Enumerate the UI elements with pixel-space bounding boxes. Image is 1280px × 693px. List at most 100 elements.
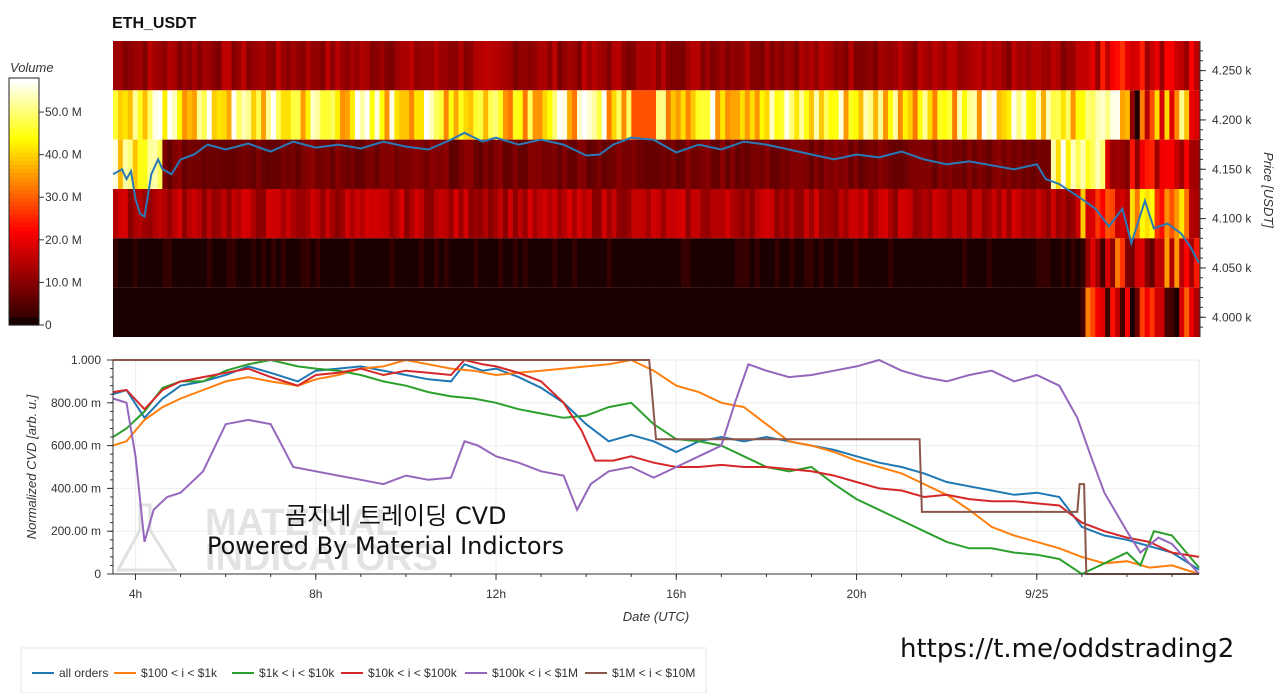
heatmap-cell (695, 139, 702, 189)
heatmap-cell (177, 139, 183, 189)
heatmap-cell (828, 139, 835, 189)
heatmap-cell (1050, 238, 1057, 288)
heatmap-cell (251, 90, 257, 140)
heatmap-cell (883, 238, 889, 288)
heatmap-cell (616, 189, 623, 239)
heatmap-cell (971, 189, 978, 239)
heatmap-cell (522, 41, 529, 91)
heatmap-cell (300, 41, 307, 91)
heatmap-cell (206, 139, 213, 189)
heatmap-cell (878, 189, 884, 239)
heatmap-cell (646, 238, 652, 288)
heatmap-cell (784, 238, 790, 288)
heatmap-cell (1060, 139, 1067, 189)
heatmap-cell (285, 238, 292, 288)
heatmap-cell (601, 238, 608, 288)
heatmap-cell (364, 238, 371, 288)
heatmap-cell (937, 41, 943, 91)
heatmap-cell (414, 238, 420, 288)
heatmap-cell (572, 90, 578, 140)
heatmap-cell (888, 189, 894, 239)
heatmap-cell (1139, 41, 1146, 91)
heatmap-cell (1120, 139, 1126, 189)
heatmap-cell (1026, 139, 1032, 189)
heatmap-cell (606, 90, 613, 140)
heatmap-cell (162, 139, 168, 189)
heatmap-cell (483, 41, 489, 91)
heatmap-cell (611, 238, 618, 288)
heatmap-cell (1041, 90, 1047, 140)
heatmap-cell (700, 41, 706, 91)
heatmap-cell (320, 41, 326, 91)
heatmap-cell (986, 189, 993, 239)
heatmap-cell (478, 238, 484, 288)
heatmap-cell (522, 139, 529, 189)
heatmap-cell (1144, 41, 1151, 91)
heatmap-cell (1036, 287, 1042, 337)
heatmap-cell (236, 41, 242, 91)
heatmap-cell (419, 238, 425, 288)
heatmap-cell (438, 287, 445, 337)
heatmap-cell (122, 287, 129, 337)
heatmap-cell (1169, 287, 1175, 337)
heatmap-cell (596, 189, 603, 239)
heatmap-cell (187, 238, 193, 288)
heatmap-cell (256, 139, 262, 189)
heatmap-cell (878, 41, 884, 91)
heatmap-cell (1065, 189, 1072, 239)
heatmap-cell (1085, 238, 1091, 288)
heatmap-cell (601, 139, 608, 189)
heatmap-cell (241, 189, 247, 239)
heatmap-cell (488, 139, 494, 189)
heatmap-cell (374, 287, 381, 337)
heatmap-cell (715, 90, 721, 140)
heatmap-cell (1045, 139, 1052, 189)
heatmap-cell (1001, 41, 1008, 91)
heatmap-cell (828, 90, 835, 140)
heatmap-cell (962, 139, 968, 189)
heatmap-cell (567, 287, 573, 337)
heatmap-cell (517, 41, 524, 91)
heatmap-cell (813, 41, 820, 91)
heatmap-cell (1149, 90, 1156, 140)
heatmap-cell (957, 41, 963, 91)
heatmap-cell (389, 238, 395, 288)
heatmap-cell (680, 139, 687, 189)
heatmap-cell (932, 90, 938, 140)
heatmap-cell (838, 189, 845, 239)
heatmap-cell (769, 287, 776, 337)
heatmap-cell (359, 287, 366, 337)
heatmap-cell (527, 238, 534, 288)
heatmap-cell (162, 189, 168, 239)
heatmap-cell (1189, 139, 1195, 189)
heatmap-cell (1105, 287, 1111, 337)
heatmap-cell (423, 238, 430, 288)
heatmap-cell (675, 238, 682, 288)
heatmap-cell (833, 90, 840, 140)
watermark-line-2: Powered By Material Indictors (207, 532, 564, 560)
heatmap-cell (843, 90, 850, 140)
heatmap-cell (1011, 90, 1017, 140)
heatmap-cell (981, 41, 988, 91)
heatmap-cell (473, 90, 479, 140)
heatmap-cell (310, 287, 316, 337)
heatmap-cell (502, 139, 509, 189)
heatmap-cell (690, 139, 697, 189)
heatmap-cell (1001, 189, 1008, 239)
heatmap-cell (848, 139, 855, 189)
heatmap-cell (927, 238, 934, 288)
heatmap-cell (572, 238, 578, 288)
heatmap-cell (567, 139, 573, 189)
cvd-y-tick-label: 1.000 (71, 353, 101, 367)
heatmap-cell (1085, 90, 1091, 140)
heatmap-cell (443, 189, 450, 239)
colorbar-tick-label: 20.0 M (45, 233, 82, 247)
heatmap-cell (601, 90, 608, 140)
heatmap-cell (976, 41, 983, 91)
heatmap-cell (784, 90, 790, 140)
heatmap-cell (280, 139, 287, 189)
heatmap-cell (1050, 189, 1057, 239)
telegram-url[interactable]: https://t.me/oddstrading2 (900, 634, 1234, 664)
heatmap-cell (187, 41, 193, 91)
heatmap-cell (404, 90, 410, 140)
